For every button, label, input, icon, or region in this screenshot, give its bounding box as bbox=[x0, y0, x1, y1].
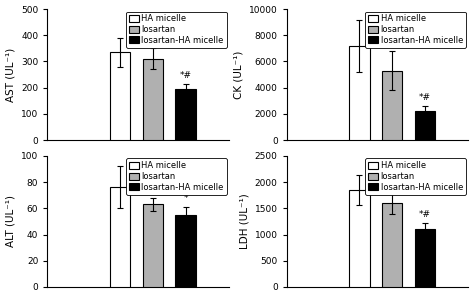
Legend: HA micelle, losartan, losartan-HA micelle: HA micelle, losartan, losartan-HA micell… bbox=[365, 159, 466, 195]
Bar bbox=[415, 229, 435, 287]
Text: *#: *# bbox=[419, 93, 431, 102]
Bar bbox=[415, 111, 435, 140]
Bar bbox=[110, 187, 130, 287]
Bar bbox=[382, 203, 402, 287]
Bar bbox=[143, 59, 163, 140]
Bar bbox=[143, 204, 163, 287]
Bar bbox=[175, 89, 196, 140]
Y-axis label: CK (UL⁻¹): CK (UL⁻¹) bbox=[233, 50, 243, 99]
Text: *: * bbox=[183, 194, 188, 203]
Y-axis label: ALT (UL⁻¹): ALT (UL⁻¹) bbox=[6, 195, 16, 247]
Y-axis label: LDH (UL⁻¹): LDH (UL⁻¹) bbox=[239, 194, 249, 249]
Y-axis label: AST (UL⁻¹): AST (UL⁻¹) bbox=[6, 47, 16, 102]
Text: *#: *# bbox=[419, 210, 431, 219]
Legend: HA micelle, losartan, losartan-HA micelle: HA micelle, losartan, losartan-HA micell… bbox=[126, 12, 227, 48]
Bar bbox=[175, 215, 196, 287]
Bar bbox=[110, 52, 130, 140]
Text: *#: *# bbox=[180, 71, 191, 80]
Bar bbox=[349, 190, 370, 287]
Legend: HA micelle, losartan, losartan-HA micelle: HA micelle, losartan, losartan-HA micell… bbox=[126, 159, 227, 195]
Legend: HA micelle, losartan, losartan-HA micelle: HA micelle, losartan, losartan-HA micell… bbox=[365, 12, 466, 48]
Bar bbox=[382, 71, 402, 140]
Bar bbox=[349, 46, 370, 140]
